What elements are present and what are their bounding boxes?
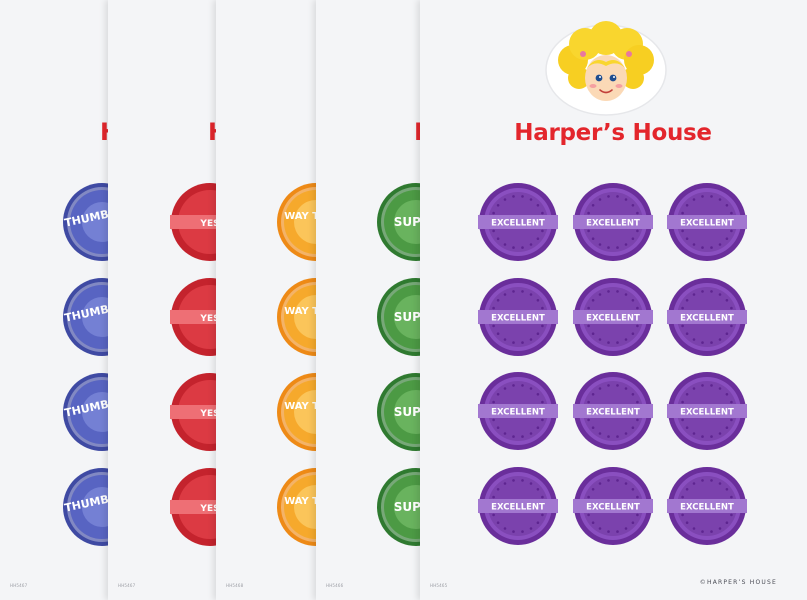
sticker-excellent: EXCELLENT bbox=[667, 371, 747, 451]
sticker-label: YES bbox=[199, 409, 216, 419]
girl-with-yellow-curly-hair-icon bbox=[545, 21, 667, 116]
sticker-label: EXCELLENT bbox=[680, 219, 734, 229]
sheet-code: HH5466 bbox=[326, 583, 344, 588]
sticker-way-to-go: WAY TO GO bbox=[276, 467, 316, 547]
banner-badge-icon: EXCELLENT bbox=[667, 372, 747, 450]
sticker-label: SUPER bbox=[394, 405, 420, 419]
sticker-super: SUPER bbox=[376, 182, 420, 262]
copyright-text: ©HARPER’S HOUSE bbox=[699, 579, 777, 586]
sticker-excellent: EXCELLENT bbox=[573, 466, 653, 546]
sticker-label: WAY TO GO bbox=[284, 306, 316, 317]
brand-title: Harper’s House bbox=[514, 120, 712, 146]
sticker-excellent: EXCELLENT bbox=[573, 182, 653, 262]
sticker-label: WAY TO GO bbox=[284, 496, 316, 507]
sticker-label: YES bbox=[199, 314, 216, 324]
sticker-super: SUPER bbox=[376, 372, 420, 452]
sticker-way-to-go: WAY TO GO bbox=[276, 182, 316, 262]
sticker-excellent: EXCELLENT bbox=[667, 277, 747, 357]
banner-badge-icon: EXCELLENT bbox=[573, 183, 653, 261]
banner-badge-icon: YES bbox=[170, 373, 216, 451]
sticker-excellent: EXCELLENT bbox=[573, 277, 653, 357]
banner-badge-icon: EXCELLENT bbox=[667, 278, 747, 356]
sheet-title-peek: H bbox=[208, 120, 216, 144]
sunburst-badge-icon: SUPER bbox=[377, 278, 420, 356]
sticker-label: EXCELLENT bbox=[680, 408, 734, 418]
sunburst-badge-icon: WAY TO GO bbox=[277, 278, 316, 356]
banner-badge-icon: EXCELLENT bbox=[667, 467, 747, 545]
sticker-label: SUPER bbox=[394, 310, 420, 324]
sunburst-badge-icon: THUMBS UP bbox=[63, 183, 108, 261]
sticker-excellent: EXCELLENT bbox=[478, 277, 558, 357]
sticker-excellent: EXCELLENT bbox=[478, 466, 558, 546]
banner-badge-icon: YES bbox=[170, 183, 216, 261]
sticker-thumbs-up: THUMBS UP bbox=[62, 372, 108, 452]
sticker-label: EXCELLENT bbox=[491, 219, 545, 229]
sticker-label: WAY TO GO bbox=[284, 401, 316, 412]
sticker-sheet-green: H SUPER SUPER SUPER bbox=[316, 0, 420, 600]
sticker-excellent: EXCELLENT bbox=[478, 182, 558, 262]
sheet-code: HH5467 bbox=[10, 583, 28, 588]
sticker-label: EXCELLENT bbox=[586, 503, 640, 513]
sticker-excellent: EXCELLENT bbox=[667, 182, 747, 262]
sticker-label: SUPER bbox=[394, 500, 420, 514]
sticker-super: SUPER bbox=[376, 467, 420, 547]
sunburst-badge-icon: SUPER bbox=[377, 468, 420, 546]
sticker-label: YES bbox=[199, 504, 216, 514]
banner-badge-icon: YES bbox=[170, 278, 216, 356]
sticker-label: EXCELLENT bbox=[586, 219, 640, 229]
sticker-label: EXCELLENT bbox=[491, 408, 545, 418]
sunburst-badge-icon: WAY TO GO bbox=[277, 183, 316, 261]
banner-badge-icon: EXCELLENT bbox=[667, 183, 747, 261]
sticker-label: EXCELLENT bbox=[491, 314, 545, 324]
sheet-title-peek: H bbox=[100, 120, 108, 144]
sunburst-badge-icon: WAY TO GO bbox=[277, 468, 316, 546]
banner-badge-icon: EXCELLENT bbox=[573, 372, 653, 450]
sticker-yes: YES bbox=[170, 277, 216, 357]
banner-badge-icon: EXCELLENT bbox=[478, 183, 558, 261]
banner-badge-icon: EXCELLENT bbox=[478, 278, 558, 356]
sunburst-badge-icon: WAY TO GO bbox=[277, 373, 316, 451]
sheet-code: HH5467 bbox=[118, 583, 136, 588]
sunburst-badge-icon: SUPER bbox=[377, 183, 420, 261]
banner-badge-icon: EXCELLENT bbox=[478, 467, 558, 545]
sunburst-badge-icon: THUMBS UP bbox=[63, 278, 108, 356]
sticker-excellent: EXCELLENT bbox=[478, 371, 558, 451]
sticker-excellent: EXCELLENT bbox=[667, 466, 747, 546]
sticker-yes: YES bbox=[170, 182, 216, 262]
banner-badge-icon: EXCELLENT bbox=[478, 372, 558, 450]
sticker-label: WAY TO GO bbox=[284, 211, 316, 222]
sticker-label: EXCELLENT bbox=[586, 408, 640, 418]
sunburst-badge-icon: SUPER bbox=[377, 373, 420, 451]
sticker-sheet-blue: H THUMBS UP THUMBS UP THUMBS UP bbox=[0, 0, 108, 600]
sticker-thumbs-up: THUMBS UP bbox=[62, 182, 108, 262]
banner-badge-icon: YES bbox=[170, 468, 216, 546]
sticker-way-to-go: WAY TO GO bbox=[276, 277, 316, 357]
mascot bbox=[543, 20, 669, 120]
sticker-label: EXCELLENT bbox=[680, 314, 734, 324]
sticker-super: SUPER bbox=[376, 277, 420, 357]
sticker-yes: YES bbox=[170, 467, 216, 547]
sunburst-badge-icon: THUMBS UP bbox=[63, 373, 108, 451]
sheet-title-peek: H bbox=[414, 120, 420, 144]
sheet-code: HH5465 bbox=[430, 583, 448, 588]
sheet-code: HH5468 bbox=[226, 583, 244, 588]
banner-badge-icon: EXCELLENT bbox=[573, 467, 653, 545]
sticker-label: EXCELLENT bbox=[586, 314, 640, 324]
sticker-excellent: EXCELLENT bbox=[573, 371, 653, 451]
sunburst-badge-icon: THUMBS UP bbox=[63, 468, 108, 546]
banner-badge-icon: EXCELLENT bbox=[573, 278, 653, 356]
sticker-sheet-orange: H WAY TO GO WAY TO GO WAY TO GO bbox=[216, 0, 316, 600]
sticker-thumbs-up: THUMBS UP bbox=[62, 467, 108, 547]
sticker-sheet-red: H YES YES YES YES HH5467 bbox=[108, 0, 216, 600]
sticker-label: SUPER bbox=[394, 215, 420, 229]
sticker-way-to-go: WAY TO GO bbox=[276, 372, 316, 452]
sticker-yes: YES bbox=[170, 372, 216, 452]
sticker-thumbs-up: THUMBS UP bbox=[62, 277, 108, 357]
sticker-label: EXCELLENT bbox=[680, 503, 734, 513]
sticker-label: EXCELLENT bbox=[491, 503, 545, 513]
sticker-label: YES bbox=[199, 219, 216, 229]
